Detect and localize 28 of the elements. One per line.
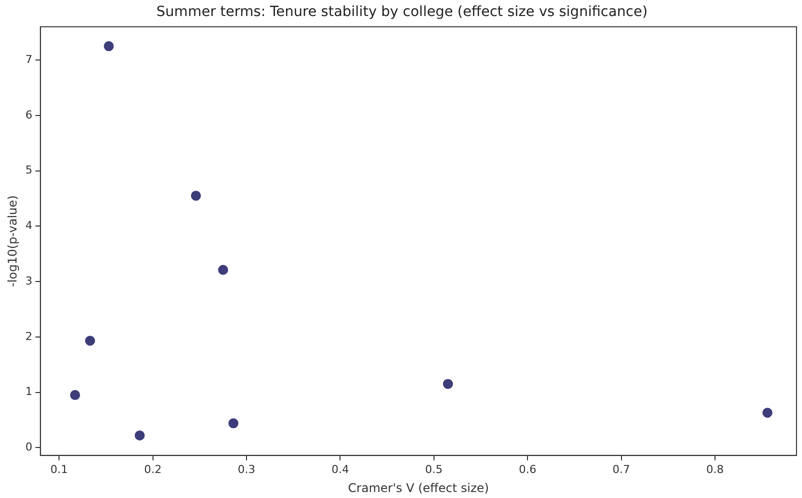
x-tick-label: 0.2 [144,462,162,476]
x-tick-label: 0.6 [518,462,536,476]
point [190,190,201,201]
point [442,378,453,389]
y-tick-label: 3 [25,274,32,288]
x-axis-title: Cramer's V (effect size) [348,480,489,495]
y-tick-label: 2 [25,330,32,343]
x-tick-label: 0.7 [612,462,630,476]
x-tick-label: 0.8 [706,462,724,476]
y-tick-label: 7 [25,52,32,66]
point [218,264,228,275]
point [70,390,80,400]
y-tick-label: 4 [25,219,32,232]
y-tick-label: 1 [25,385,32,398]
x-tick-label: 0.4 [331,462,349,476]
y-tick-label: 0 [25,440,32,454]
x-tick-label: 0.1 [50,462,68,476]
point [134,430,145,440]
y-tick-label: 6 [25,108,32,122]
chart-title: Summer terms: Tenure stability by college (effect size vs significance) [156,4,648,20]
point [762,408,772,418]
point [104,41,114,52]
x-tick-label: 0.3 [238,462,256,476]
y-axis-title: -log10(p-value) [5,195,20,287]
x-tick-label: 0.5 [425,462,443,476]
point [85,336,96,346]
y-tick-label: 5 [25,164,32,177]
point [228,418,238,428]
